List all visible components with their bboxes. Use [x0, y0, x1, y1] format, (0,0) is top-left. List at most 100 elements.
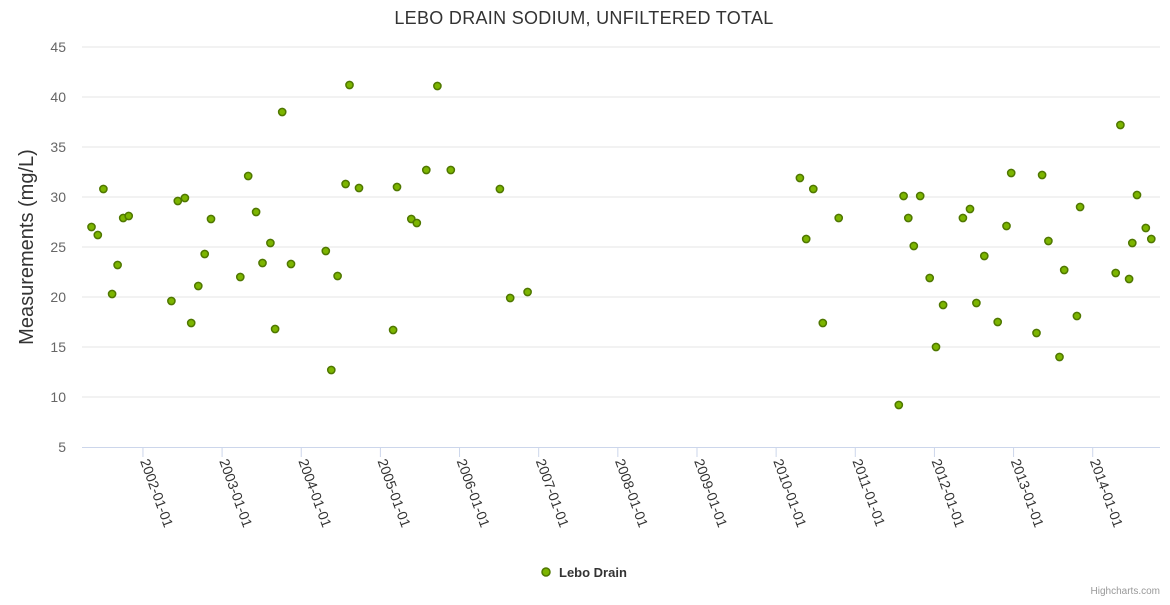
- x-tick-label: 2011-01-01: [849, 457, 888, 529]
- legend[interactable]: Lebo Drain: [541, 565, 627, 580]
- y-tick-label: 45: [50, 39, 66, 55]
- y-tick-label: 35: [50, 139, 66, 155]
- data-point[interactable]: [200, 249, 210, 259]
- data-point[interactable]: [354, 183, 364, 193]
- data-point[interactable]: [1037, 170, 1047, 180]
- data-point[interactable]: [925, 273, 935, 283]
- x-tick-label: 2008-01-01: [612, 457, 652, 530]
- y-axis-title: Measurements (mg/L): [16, 149, 38, 345]
- data-point[interactable]: [931, 342, 941, 352]
- data-point[interactable]: [808, 184, 818, 194]
- data-point[interactable]: [1127, 238, 1137, 248]
- data-point[interactable]: [834, 213, 844, 223]
- data-point[interactable]: [412, 218, 422, 228]
- data-point[interactable]: [1124, 274, 1134, 284]
- y-axis-labels: 5 10 15 20 25 30 35 40 45: [50, 39, 66, 455]
- data-point[interactable]: [392, 182, 402, 192]
- data-point[interactable]: [186, 318, 196, 328]
- data-point[interactable]: [1006, 168, 1016, 178]
- data-point[interactable]: [433, 81, 442, 91]
- x-tick-label: 2006-01-01: [454, 457, 494, 530]
- data-point[interactable]: [124, 211, 134, 221]
- data-point[interactable]: [1132, 190, 1142, 200]
- x-tick-label: 2012-01-01: [929, 457, 969, 530]
- data-point[interactable]: [270, 324, 280, 334]
- y-tick-label: 25: [50, 239, 66, 255]
- y-tick-label: 10: [50, 389, 66, 405]
- data-point[interactable]: [938, 300, 948, 310]
- grid-lines: [82, 46, 1160, 398]
- y-tick-label: 20: [50, 289, 66, 305]
- data-point[interactable]: [1055, 352, 1064, 362]
- x-tick-label: 2002-01-01: [137, 457, 177, 530]
- data-point[interactable]: [1032, 328, 1041, 338]
- y-tick-label: 15: [50, 339, 66, 355]
- data-point[interactable]: [173, 196, 183, 206]
- data-point[interactable]: [286, 259, 296, 269]
- legend-marker-icon[interactable]: [541, 567, 551, 577]
- data-point[interactable]: [243, 171, 253, 181]
- data-point[interactable]: [345, 80, 354, 90]
- data-point[interactable]: [1116, 120, 1125, 130]
- data-point[interactable]: [277, 107, 287, 117]
- data-point[interactable]: [495, 184, 505, 194]
- x-tick-label: 2004-01-01: [295, 457, 335, 530]
- data-point[interactable]: [326, 365, 336, 375]
- x-tick-label: 2003-01-01: [216, 457, 256, 530]
- y-tick-label: 40: [50, 89, 66, 105]
- data-point[interactable]: [523, 287, 532, 297]
- x-tick-label: 2014-01-01: [1087, 457, 1127, 530]
- data-point[interactable]: [193, 281, 203, 291]
- data-point[interactable]: [1059, 265, 1069, 275]
- data-points[interactable]: [87, 80, 1156, 410]
- data-point[interactable]: [251, 207, 261, 217]
- x-tick-label: 2013-01-01: [1008, 457, 1048, 530]
- data-point[interactable]: [903, 213, 913, 223]
- data-point[interactable]: [333, 271, 342, 281]
- data-point[interactable]: [899, 191, 908, 201]
- data-point[interactable]: [993, 317, 1003, 327]
- data-point[interactable]: [446, 165, 456, 175]
- data-point[interactable]: [1044, 236, 1053, 246]
- data-point[interactable]: [818, 318, 828, 328]
- data-point[interactable]: [180, 193, 190, 203]
- data-point[interactable]: [99, 184, 108, 194]
- data-point[interactable]: [909, 241, 919, 251]
- data-point[interactable]: [505, 293, 515, 303]
- data-point[interactable]: [388, 325, 398, 335]
- data-point[interactable]: [1141, 223, 1151, 233]
- data-point[interactable]: [258, 258, 267, 268]
- x-tick-label: 2007-01-01: [533, 457, 573, 530]
- data-point[interactable]: [1075, 202, 1085, 212]
- data-point[interactable]: [206, 214, 216, 224]
- data-point[interactable]: [113, 260, 122, 270]
- data-point[interactable]: [958, 213, 968, 223]
- data-point[interactable]: [915, 191, 925, 201]
- credits-link[interactable]: Highcharts.com: [1091, 586, 1160, 597]
- data-point[interactable]: [167, 296, 176, 306]
- data-point[interactable]: [972, 298, 981, 308]
- data-point[interactable]: [894, 400, 904, 410]
- data-point[interactable]: [979, 251, 989, 261]
- chart-title: LEBO DRAIN SODIUM, UNFILTERED TOTAL: [394, 8, 773, 28]
- data-point[interactable]: [235, 272, 245, 282]
- data-point[interactable]: [266, 238, 275, 248]
- data-point[interactable]: [421, 165, 431, 175]
- x-tick-label: 2005-01-01: [375, 457, 415, 530]
- x-axis: [82, 447, 1160, 457]
- data-point[interactable]: [341, 179, 350, 189]
- data-point[interactable]: [1146, 234, 1156, 244]
- data-point[interactable]: [87, 222, 96, 232]
- data-point[interactable]: [1072, 311, 1082, 321]
- data-point[interactable]: [1002, 221, 1011, 231]
- data-point[interactable]: [801, 234, 811, 244]
- data-point[interactable]: [795, 173, 805, 183]
- data-point[interactable]: [321, 246, 331, 256]
- data-point[interactable]: [965, 204, 975, 214]
- data-point[interactable]: [1111, 268, 1121, 278]
- data-point[interactable]: [93, 230, 103, 240]
- legend-label-lebo-drain[interactable]: Lebo Drain: [559, 565, 627, 580]
- x-tick-label: 2009-01-01: [691, 457, 731, 530]
- data-point[interactable]: [107, 289, 117, 299]
